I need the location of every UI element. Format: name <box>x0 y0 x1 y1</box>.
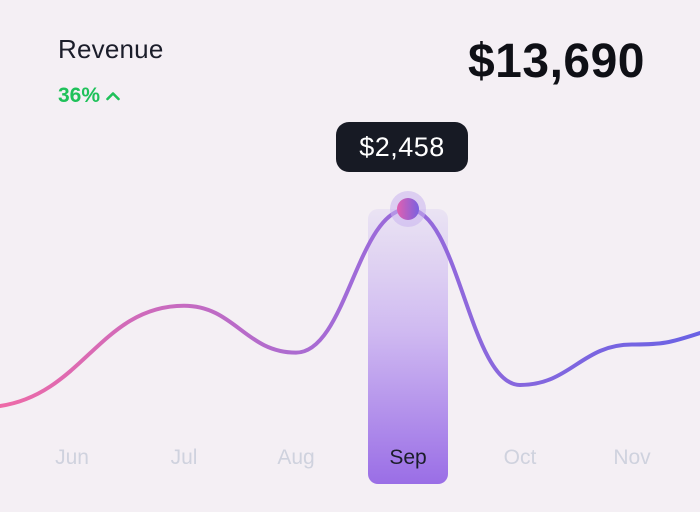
x-tick-label-aug[interactable]: Aug <box>277 446 314 469</box>
data-point-oct[interactable] <box>514 379 526 391</box>
x-tick-label-sep[interactable]: Sep <box>389 446 426 469</box>
highlight-column <box>368 209 448 484</box>
data-point-jul[interactable] <box>178 300 190 312</box>
total-revenue: $13,690 <box>467 35 645 88</box>
x-tick-label-jun[interactable]: Jun <box>55 446 89 469</box>
change-percent: 36% <box>58 84 101 107</box>
data-point-nov[interactable] <box>626 339 638 351</box>
chart-title: Revenue <box>58 34 164 64</box>
revenue-series-line <box>0 206 700 408</box>
x-tick-label-jul[interactable]: Jul <box>171 446 198 469</box>
data-point-aug[interactable] <box>290 347 302 359</box>
x-tick-label-nov[interactable]: Nov <box>613 446 651 469</box>
value-tooltip: $2,458 <box>336 122 468 172</box>
arrow-up-icon <box>106 92 120 101</box>
x-tick-label-oct[interactable]: Oct <box>504 446 537 469</box>
revenue-change: 36% <box>58 84 120 108</box>
highlight-point[interactable] <box>397 198 419 220</box>
data-point-jun[interactable] <box>66 400 78 412</box>
